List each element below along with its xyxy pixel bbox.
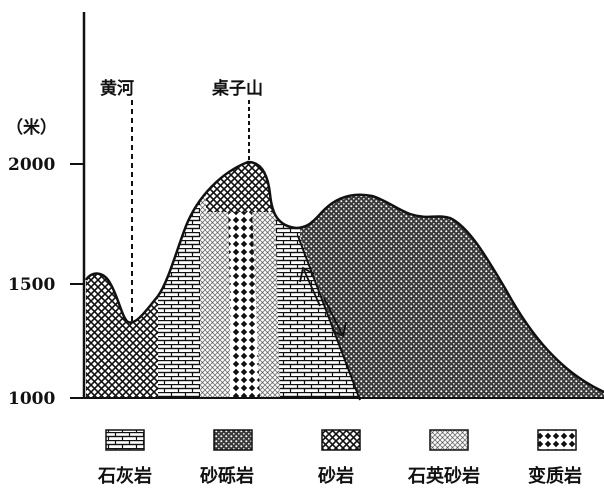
- rock-strata: [86, 162, 604, 398]
- y-axis-unit: （米）: [6, 117, 57, 138]
- legend-label-sandstone: 砂岩: [318, 465, 354, 487]
- cross-hatch-pattern-swatch: [321, 429, 361, 451]
- y-tick-label-2000: 2000: [8, 155, 55, 175]
- legend: 石灰岩 砂砾岩 砂岩 石英砂岩 变质岩: [97, 429, 582, 487]
- sandstone-summit-cap: [206, 162, 276, 212]
- brick-pattern-swatch: [105, 429, 145, 451]
- y-tick-label-1500: 1500: [8, 275, 55, 295]
- legend-label-limestone: 石灰岩: [97, 465, 152, 487]
- zhuozishan-label: 桌子山: [212, 79, 263, 99]
- legend-item-conglomerate: 砂砾岩: [200, 429, 254, 487]
- fine-mesh-pattern-swatch: [429, 429, 469, 451]
- diamond-pattern-swatch: [537, 429, 577, 451]
- huanghe-label: 黄河: [100, 78, 134, 99]
- y-tick-label-1000: 1000: [8, 389, 55, 409]
- legend-label-quartz-sandstone: 石英砂岩: [407, 465, 480, 487]
- metamorphic-core: [228, 200, 262, 398]
- fault-line: [297, 235, 361, 401]
- dense-dot-pattern-swatch: [213, 429, 253, 451]
- legend-label-metamorphic: 变质岩: [528, 465, 582, 487]
- quartz-sandstone-band-east: [250, 162, 282, 398]
- legend-label-conglomerate: 砂砾岩: [200, 465, 254, 487]
- legend-item-sandstone: 砂岩: [318, 429, 361, 487]
- fault-arrows: [299, 266, 347, 338]
- legend-item-limestone: 石灰岩: [97, 429, 152, 487]
- legend-item-metamorphic: 变质岩: [528, 429, 582, 487]
- sandstone-body-west: [86, 260, 160, 398]
- quartz-sandstone-band: [200, 162, 230, 398]
- terrain-profile: [84, 160, 604, 394]
- legend-item-quartz-sandstone: 石英砂岩: [407, 429, 480, 487]
